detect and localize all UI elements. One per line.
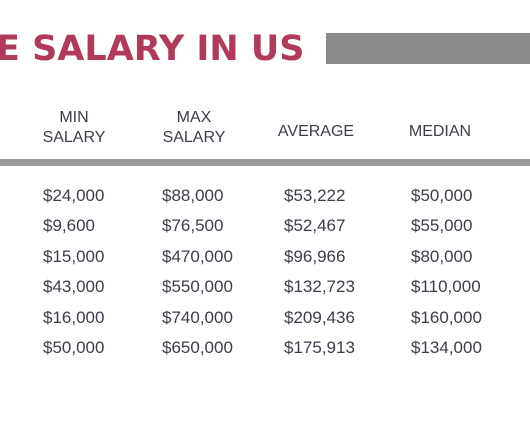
cell-max: $650,000 (162, 338, 233, 357)
table-row: $43,000 $550,000 $132,723 $110,000 (0, 272, 530, 302)
header-divider (0, 159, 530, 166)
header-average: AVERAGE (277, 123, 355, 140)
table-row: $24,000 $88,000 $53,222 $50,000 (0, 181, 530, 211)
cell-median: $55,000 (411, 216, 473, 235)
cell-average: $52,467 (284, 216, 346, 235)
cell-average: $96,966 (284, 247, 346, 266)
cell-median: $160,000 (411, 308, 482, 327)
header-min-line-1: MIN (59, 109, 89, 126)
cell-min: $43,000 (43, 277, 105, 296)
table-row: $50,000 $650,000 $175,913 $134,000 (0, 333, 530, 363)
header-max-line-2: SALARY (162, 129, 226, 146)
cell-median: $80,000 (411, 247, 473, 266)
page-title: E SALARY IN US (0, 29, 305, 69)
cell-average: $53,222 (284, 186, 346, 205)
cell-min: $24,000 (43, 186, 105, 205)
cell-max: $76,500 (162, 216, 224, 235)
cell-max: $88,000 (162, 186, 224, 205)
cell-average: $132,723 (284, 277, 355, 296)
table-row: $15,000 $470,000 $96,966 $80,000 (0, 242, 530, 272)
table-row: $9,600 $76,500 $52,467 $55,000 (0, 211, 530, 241)
cell-median: $110,000 (411, 277, 481, 296)
cell-max: $740,000 (162, 308, 233, 327)
title-accent-bar (326, 33, 530, 64)
header-min-salary: MIN SALARY (9, 108, 139, 148)
header-min-line-2: SALARY (42, 129, 106, 146)
header-max-line-1: MAX (176, 109, 212, 126)
cell-min: $50,000 (43, 338, 105, 357)
header-max-salary: MAX SALARY (129, 108, 259, 148)
cell-max: $550,000 (162, 277, 233, 296)
cell-min: $16,000 (43, 308, 105, 327)
header-median: MEDIAN (408, 123, 472, 140)
cell-min: $9,600 (43, 216, 95, 235)
table-row: $16,000 $740,000 $209,436 $160,000 (0, 303, 530, 333)
cell-average: $209,436 (284, 308, 355, 327)
cell-max: $470,000 (162, 247, 233, 266)
cell-average: $175,913 (284, 338, 355, 357)
cell-median: $134,000 (411, 338, 482, 357)
cell-median: $50,000 (411, 186, 473, 205)
cell-min: $15,000 (43, 247, 105, 266)
